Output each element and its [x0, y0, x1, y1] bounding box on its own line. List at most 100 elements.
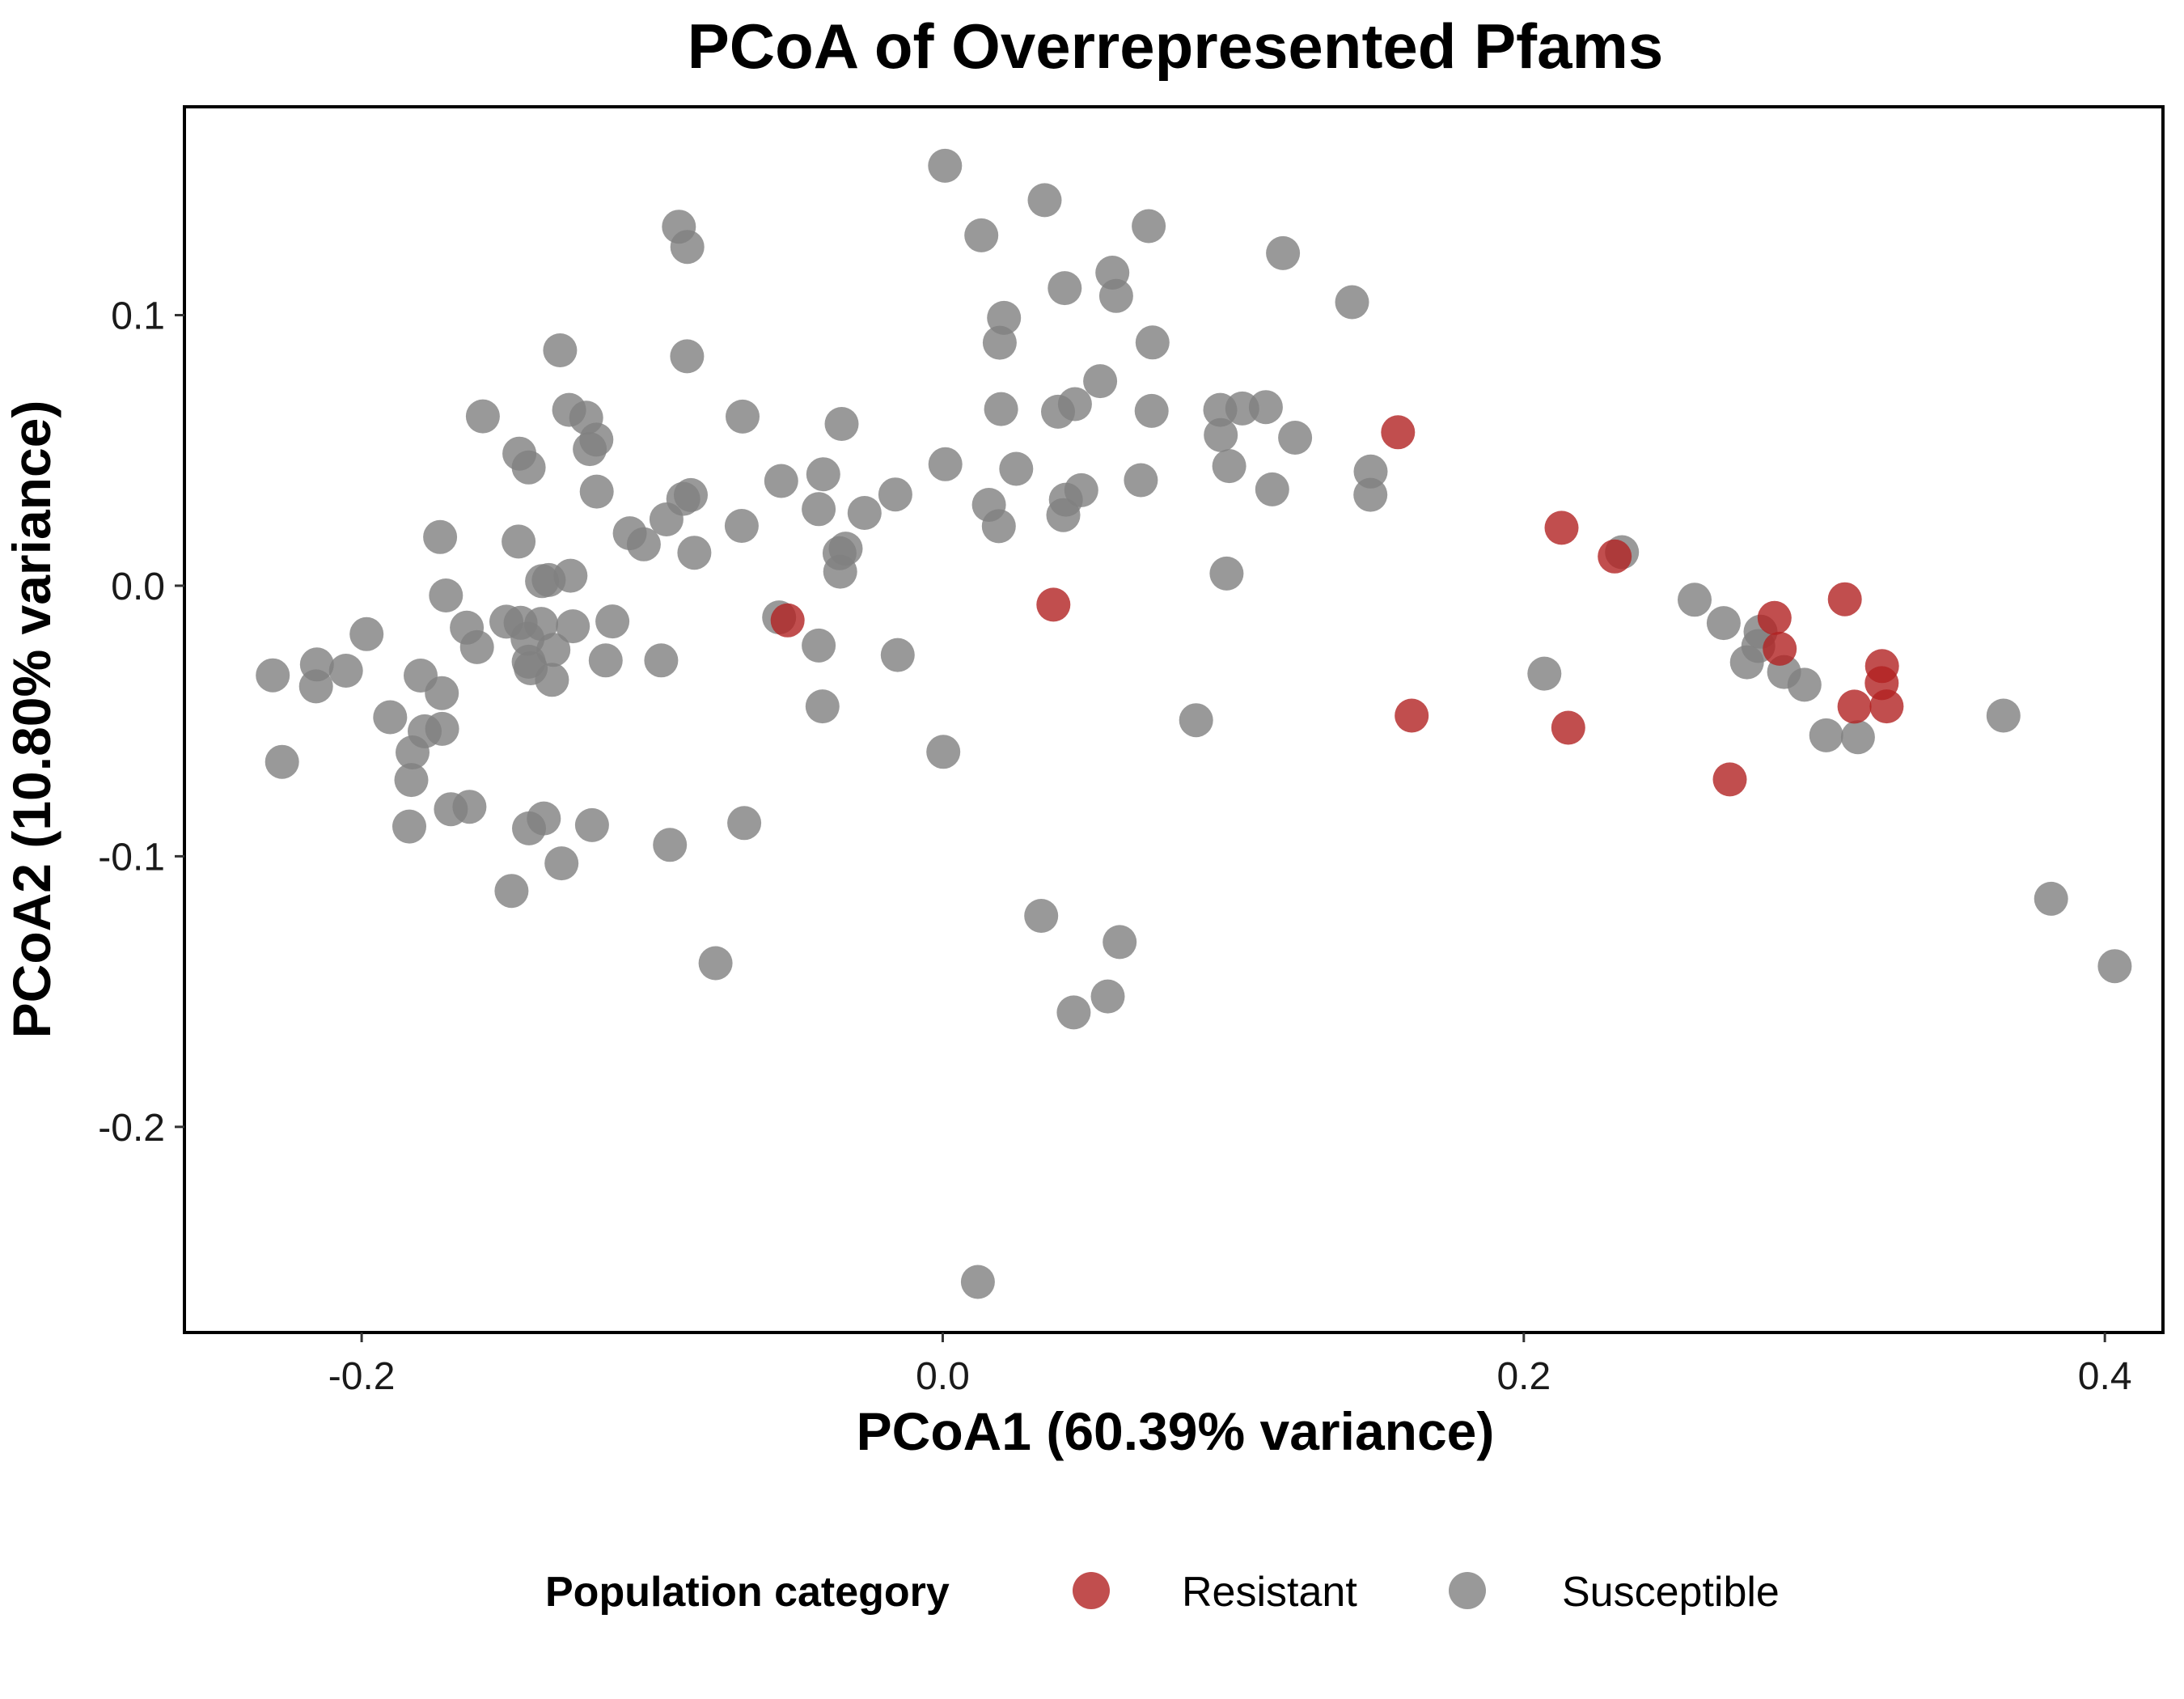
point-susceptible — [1840, 720, 1875, 755]
y-tick-label: -0.1 — [98, 836, 165, 879]
point-susceptible — [806, 457, 840, 492]
point-resistant — [1544, 511, 1579, 545]
point-susceptible — [1134, 393, 1169, 428]
point-susceptible — [298, 669, 333, 704]
point-susceptible — [425, 676, 459, 710]
point-susceptible — [536, 633, 571, 667]
point-susceptible — [928, 447, 963, 481]
point-susceptible — [502, 524, 536, 559]
point-susceptible — [674, 477, 708, 512]
plot-panel — [183, 105, 2165, 1334]
point-susceptible — [764, 464, 798, 498]
point-susceptible — [1809, 718, 1843, 752]
point-susceptible — [828, 532, 863, 566]
point-susceptible — [670, 339, 705, 374]
point-susceptible — [553, 558, 588, 593]
point-susceptible — [878, 477, 912, 512]
point-susceptible — [1056, 995, 1091, 1030]
point-resistant — [1036, 587, 1071, 622]
point-susceptible — [1179, 703, 1213, 738]
point-susceptible — [880, 638, 915, 672]
point-susceptible — [1335, 285, 1369, 320]
point-susceptible — [1083, 364, 1118, 399]
point-susceptible — [423, 519, 458, 554]
point-susceptible — [928, 148, 963, 183]
y-axis-title: PCoA2 (10.80% variance) — [2, 400, 61, 1039]
point-susceptible — [926, 735, 961, 769]
point-susceptible — [2034, 881, 2068, 916]
point-susceptible — [698, 946, 733, 981]
point-susceptible — [1353, 477, 1388, 512]
point-susceptible — [527, 801, 561, 836]
point-susceptible — [670, 230, 705, 265]
point-susceptible — [265, 744, 299, 779]
point-resistant — [1837, 689, 1872, 724]
point-susceptible — [1212, 449, 1246, 484]
point-susceptible — [429, 578, 463, 612]
point-resistant — [1598, 539, 1632, 574]
point-susceptible — [579, 422, 614, 457]
data-points — [256, 148, 2132, 1299]
point-susceptible — [1787, 667, 1822, 702]
x-tick-label: 0.4 — [2078, 1355, 2132, 1398]
x-tick-label: 0.2 — [1496, 1355, 1551, 1398]
point-susceptible — [824, 407, 859, 441]
x-tick-label: -0.2 — [328, 1355, 396, 1398]
point-susceptible — [1024, 899, 1059, 933]
point-susceptible — [1124, 463, 1158, 498]
point-resistant — [1395, 698, 1429, 733]
x-axis-title: PCoA1 (60.39% variance) — [857, 1401, 1495, 1461]
point-susceptible — [494, 874, 529, 909]
point-susceptible — [425, 711, 459, 746]
point-susceptible — [2097, 949, 2132, 984]
point-susceptible — [511, 450, 546, 485]
point-susceptible — [677, 536, 712, 570]
point-susceptible — [653, 828, 688, 862]
point-susceptible — [1678, 583, 1712, 617]
point-susceptible — [574, 807, 609, 842]
legend-key-resistant — [1073, 1572, 1110, 1609]
y-tick-label: 0.0 — [111, 566, 165, 608]
point-susceptible — [1090, 979, 1125, 1014]
point-susceptible — [802, 628, 836, 663]
legend-label-resistant: Resistant — [1182, 1569, 1357, 1616]
point-susceptible — [1706, 606, 1741, 641]
point-susceptible — [1057, 387, 1092, 422]
point-susceptible — [847, 496, 882, 530]
legend-title: Population category — [545, 1569, 950, 1616]
point-susceptible — [1278, 421, 1313, 455]
point-susceptible — [1098, 278, 1133, 313]
point-susceptible — [1248, 390, 1283, 425]
point-susceptible — [984, 392, 1018, 426]
point-susceptible — [535, 663, 569, 697]
point-resistant — [1763, 631, 1797, 666]
legend-key-susceptible — [1449, 1572, 1486, 1609]
point-resistant — [770, 603, 805, 638]
point-susceptible — [579, 474, 614, 509]
x-axis-ticks: -0.2 0.0 0.2 0.4 — [328, 1333, 2132, 1398]
point-susceptible — [726, 399, 760, 434]
point-susceptible — [544, 846, 579, 881]
point-susceptible — [328, 654, 363, 688]
point-susceptible — [1027, 183, 1062, 218]
point-susceptible — [727, 806, 762, 841]
point-susceptible — [1103, 925, 1137, 960]
point-resistant — [1712, 762, 1747, 797]
point-susceptible — [588, 643, 623, 678]
point-susceptible — [960, 1265, 995, 1299]
point-susceptible — [465, 399, 500, 434]
point-susceptible — [556, 609, 590, 644]
point-susceptible — [805, 689, 840, 724]
point-susceptible — [626, 527, 661, 561]
point-susceptible — [1132, 209, 1166, 244]
point-susceptible — [1209, 556, 1244, 591]
y-axis-ticks: -0.2 -0.1 0.0 0.1 — [98, 295, 184, 1150]
point-resistant — [1869, 689, 1904, 724]
point-susceptible — [802, 492, 836, 527]
y-tick-label: -0.2 — [98, 1107, 165, 1150]
point-susceptible — [595, 604, 630, 639]
point-susceptible — [394, 763, 429, 798]
point-susceptible — [392, 809, 426, 844]
point-resistant — [1551, 710, 1585, 745]
